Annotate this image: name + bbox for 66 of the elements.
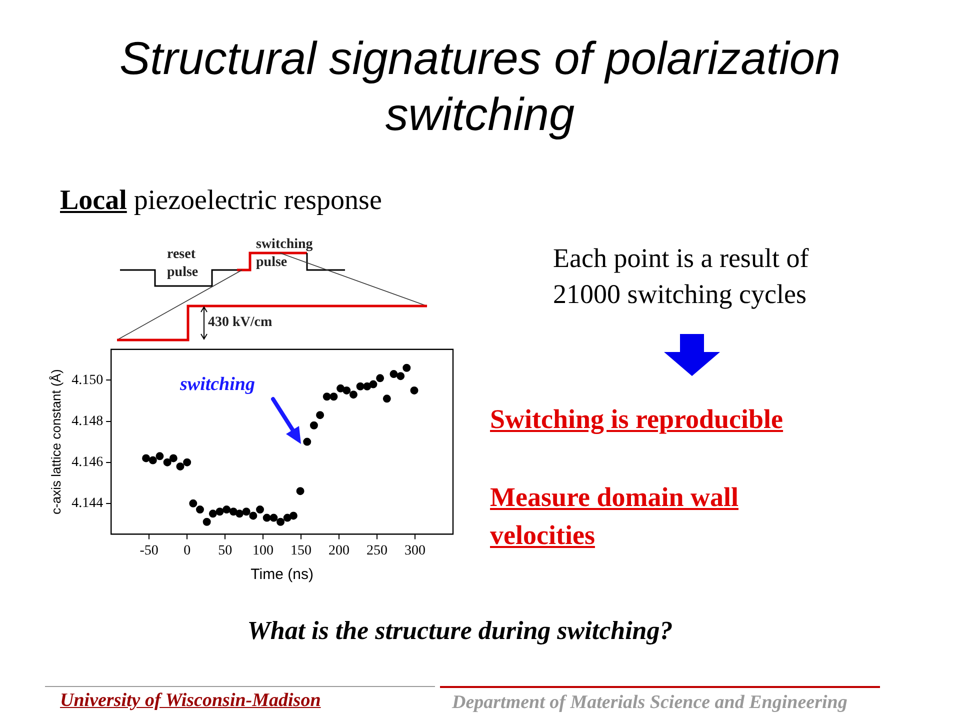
x-tick-label: 300	[404, 543, 426, 558]
point	[229, 508, 238, 516]
x-axis-title: Time (ns)	[250, 566, 314, 584]
point	[276, 518, 285, 526]
point	[369, 380, 378, 388]
point	[236, 510, 244, 518]
point	[256, 506, 264, 514]
point	[322, 392, 331, 401]
point	[289, 512, 298, 520]
text: Measure domain wall velocities	[490, 481, 740, 552]
point	[316, 411, 324, 420]
point	[183, 458, 192, 466]
text: Department of Materials Science and Engineering	[452, 692, 848, 714]
point	[262, 514, 271, 522]
point	[208, 510, 217, 518]
x-tick-label: 50	[218, 543, 232, 558]
x-tick-label: 100	[252, 543, 274, 558]
text: reset pulse	[167, 246, 200, 282]
point	[356, 382, 364, 390]
point	[148, 456, 157, 464]
point	[216, 508, 224, 516]
point	[396, 372, 405, 380]
point	[176, 462, 184, 470]
point	[169, 454, 178, 462]
text: Each point is a result of 21000 switching cycles	[553, 242, 810, 311]
x-tick-label: 0	[184, 543, 191, 558]
chart-title: Structural signatures of polarization switching	[118, 31, 842, 142]
point	[189, 499, 198, 508]
point	[330, 392, 338, 401]
point	[390, 370, 398, 378]
y-tick-label: 4.148	[72, 414, 104, 429]
point	[196, 506, 204, 514]
point	[202, 518, 211, 526]
y-axis-title: c-axis lattice constant (Å)	[48, 369, 64, 514]
y-tick-label: 4.150	[72, 372, 104, 388]
point	[382, 394, 391, 403]
point	[410, 386, 418, 394]
point	[402, 364, 411, 372]
x-tick-label: 150	[290, 543, 312, 558]
point	[349, 390, 358, 399]
point	[270, 514, 278, 522]
text: switching pulse	[256, 236, 314, 272]
point	[242, 508, 250, 516]
point	[156, 452, 164, 460]
point	[163, 458, 172, 466]
point	[310, 421, 318, 430]
annotation: switching	[180, 374, 255, 396]
point	[249, 512, 258, 520]
point	[296, 487, 304, 496]
text: Switching is reproducible	[490, 403, 784, 436]
point	[222, 506, 231, 514]
point	[142, 454, 150, 462]
text: University of Wisconsin-Madison	[60, 690, 321, 712]
y-tick-label: 4.144	[72, 496, 104, 512]
y-tick-label: 4.146	[72, 455, 104, 470]
x-tick-label: 250	[366, 543, 388, 558]
x-tick-label: 200	[328, 543, 350, 558]
point	[376, 374, 384, 382]
text: What is the structure during switching?	[246, 616, 674, 646]
x-tick-label: -50	[140, 543, 158, 558]
point	[363, 382, 372, 390]
point	[342, 386, 351, 394]
point	[336, 384, 345, 392]
chart-subtitle: Local piezoelectric response	[60, 185, 382, 217]
text: 430 kV/cm	[208, 314, 272, 332]
point	[303, 438, 312, 446]
